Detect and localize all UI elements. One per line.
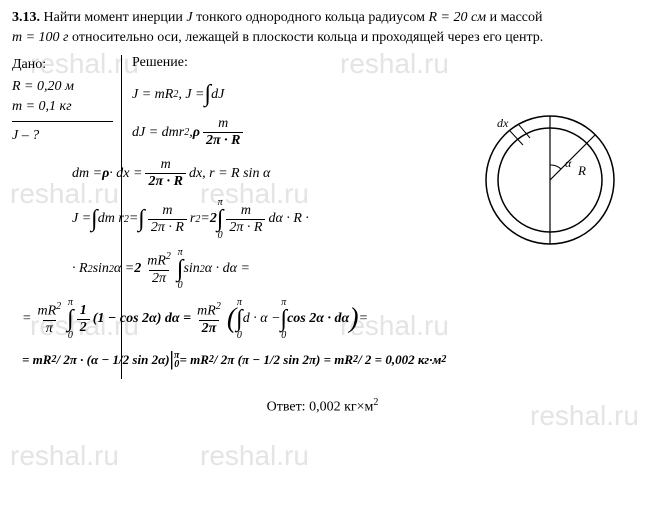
- ring-diagram: α R dx: [475, 105, 625, 260]
- svg-text:R: R: [577, 163, 586, 178]
- svg-text:α: α: [565, 156, 572, 170]
- eq-line-7: = mR2 / 2π · (α − 1/2 sin 2α)|π0 = mR2 /…: [22, 348, 633, 371]
- given-R: R = 0,20 м: [12, 79, 113, 95]
- given-find: J – ?: [12, 128, 113, 144]
- given-divider: [12, 121, 113, 122]
- solution-label: Решение:: [132, 55, 633, 71]
- problem-statement: 3.13. Найти момент инерции J тонкого одн…: [12, 8, 633, 47]
- eq-line-1: J = mR2 , J = ∫dJ: [132, 81, 633, 108]
- svg-text:dx: dx: [497, 116, 509, 130]
- watermark: reshal.ru: [200, 440, 309, 472]
- eq-line-6: = mR2π π∫0 12 (1 − cos 2α) dα = mR22π ( …: [22, 298, 633, 340]
- solution-column: Решение: α R dx J = mR2 , J: [122, 55, 633, 379]
- given-label: Дано:: [12, 57, 113, 73]
- answer-value: 0,002 кг×м: [309, 400, 373, 415]
- given-m: m = 0,1 кг: [12, 99, 113, 115]
- answer-label: Ответ:: [267, 400, 309, 415]
- answer-line: Ответ: 0,002 кг×м2: [12, 397, 633, 416]
- problem-number: 3.13.: [12, 10, 40, 25]
- watermark: reshal.ru: [10, 440, 119, 472]
